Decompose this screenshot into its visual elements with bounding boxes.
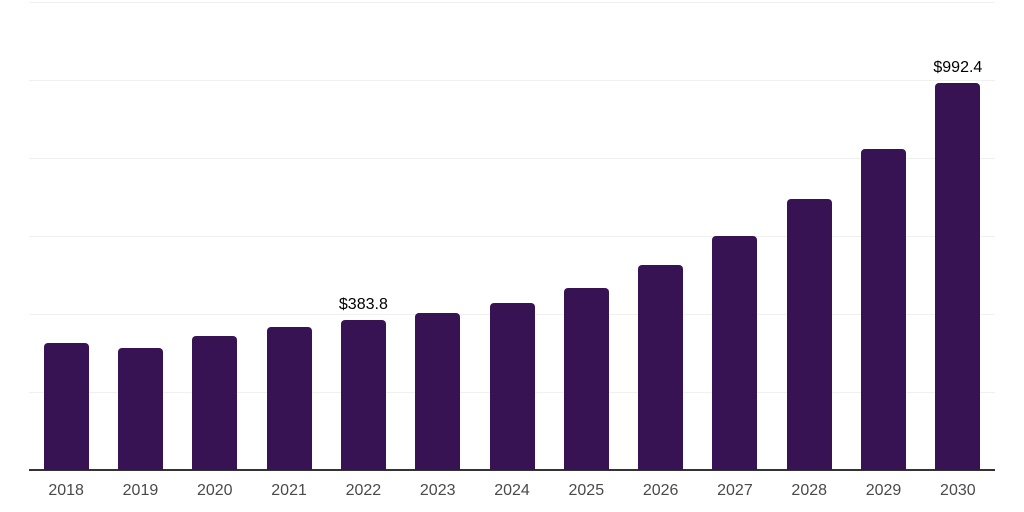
x-tick-2028: 2028 [791, 482, 828, 499]
data-label-2030: $992.4 [933, 58, 983, 76]
bar-2018 [43, 343, 89, 470]
gridline-800 [29, 158, 995, 159]
x-tick-2029: 2029 [865, 482, 902, 499]
x-tick-2022: 2022 [345, 482, 382, 499]
x-tick-2024: 2024 [494, 482, 530, 499]
bar-2021 [266, 327, 312, 470]
gridline-600 [29, 236, 995, 237]
x-tick-2030: 2030 [940, 482, 976, 499]
x-tick-2027: 2027 [717, 482, 753, 499]
bar-2025 [563, 287, 609, 470]
bar-2027 [712, 236, 758, 470]
bar-2022 [340, 320, 386, 470]
bar-2030 [935, 82, 981, 470]
bar-2023 [415, 313, 461, 470]
x-tick-2021: 2021 [271, 482, 307, 499]
x-tick-2025: 2025 [568, 482, 605, 499]
bar-2024 [489, 303, 535, 470]
bar-2020 [192, 336, 238, 470]
bar-2019 [117, 347, 163, 470]
x-tick-2019: 2019 [122, 482, 159, 499]
gridline-1200 [29, 2, 995, 3]
data-label-2022: $383.8 [338, 296, 388, 314]
x-tick-2026: 2026 [642, 482, 679, 499]
x-tick-2018: 2018 [48, 482, 84, 499]
bar-2026 [638, 265, 684, 470]
bar-2028 [786, 198, 832, 470]
gridline-1000 [29, 80, 995, 81]
bar-2029 [861, 148, 907, 470]
x-tick-2020: 2020 [196, 482, 233, 499]
x-axis-line [29, 469, 995, 471]
x-tick-2023: 2023 [419, 482, 456, 499]
